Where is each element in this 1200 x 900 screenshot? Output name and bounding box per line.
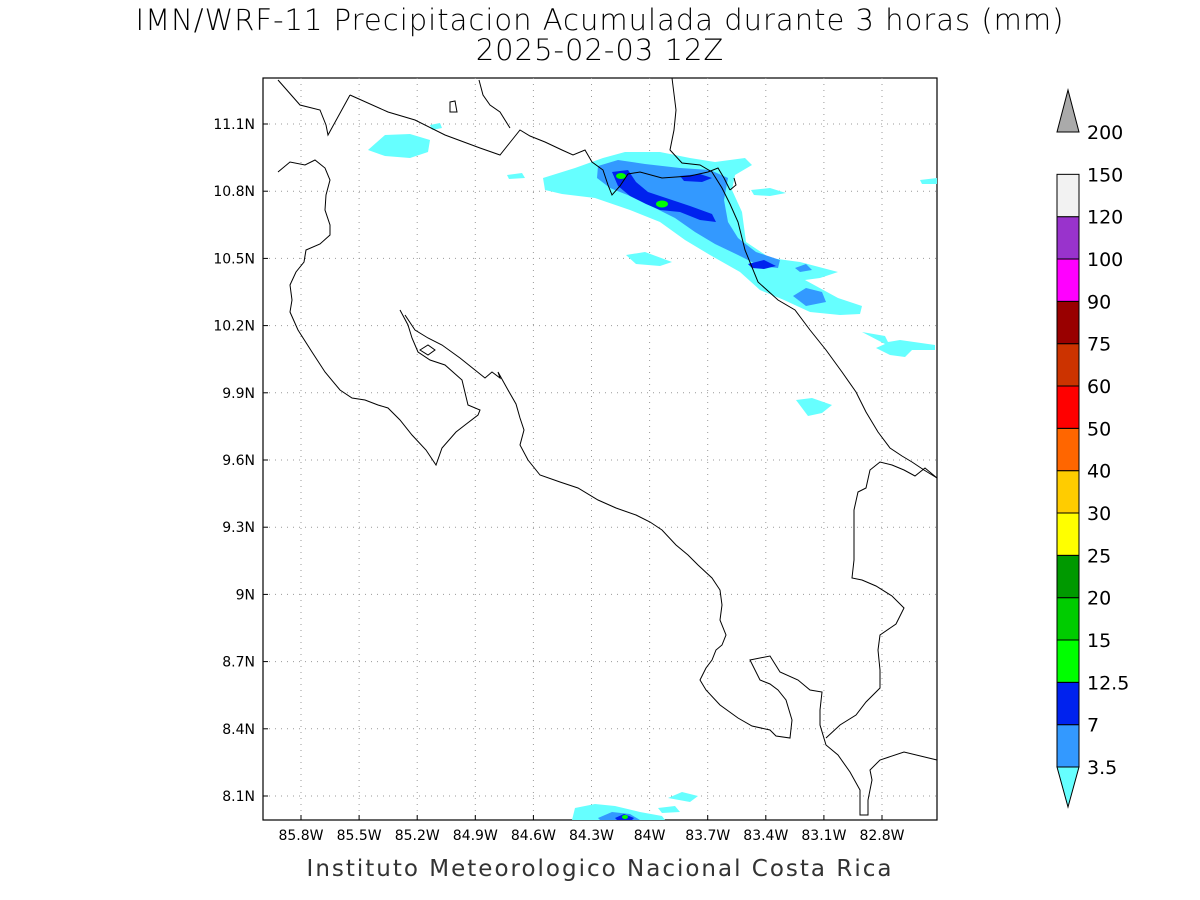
lon-tick-label: 84.6W bbox=[511, 828, 556, 844]
lat-tick-label: 8.4N bbox=[222, 722, 255, 738]
precip-area-light bbox=[796, 398, 832, 416]
footer-credit: Instituto Meteorologico Nacional Costa R… bbox=[307, 856, 894, 882]
lon-tick-label: 84.3W bbox=[569, 828, 614, 844]
color-bar-swatch bbox=[1056, 216, 1080, 260]
lon-tick-label: 83.1W bbox=[801, 828, 846, 844]
color-bar-label: 90 bbox=[1087, 291, 1111, 313]
nicaragua-coast bbox=[478, 79, 511, 129]
color-bar-swatch bbox=[1056, 724, 1080, 768]
island bbox=[449, 100, 458, 113]
color-bar-label: 20 bbox=[1087, 588, 1111, 610]
color-bar-label: 40 bbox=[1087, 461, 1111, 483]
precip-area-light bbox=[368, 134, 430, 158]
map-title: IMN/WRF-11 Precipitacion Acumulada duran… bbox=[135, 3, 1065, 37]
lat-tick-label: 10.5N bbox=[213, 251, 255, 267]
precip-area-heavy bbox=[612, 170, 716, 222]
color-bar-upper-arrow bbox=[1056, 88, 1080, 133]
lon-tick-label: 85.2W bbox=[395, 828, 440, 844]
precip-area-light bbox=[751, 188, 786, 196]
color-bar-label: 50 bbox=[1087, 418, 1111, 440]
lat-tick-label: 9.6N bbox=[222, 453, 255, 469]
caribbean-coast bbox=[729, 177, 737, 191]
color-bar: 3.5 7 12.5 15 20 25 30 40 50 60 75 90 100 120 150 200 bbox=[1056, 88, 1129, 809]
color-bar-lower-arrow bbox=[1056, 766, 1080, 809]
precip-area-light bbox=[668, 792, 698, 802]
color-bar-label: 150 bbox=[1087, 164, 1123, 186]
longitude-ticks: 85.8W 85.5W 85.2W 84.9W 84.6W 84.3W 84W 83.7W 83… bbox=[278, 815, 905, 844]
color-bar-label: 120 bbox=[1087, 207, 1123, 229]
color-bar-label: 3.5 bbox=[1087, 757, 1117, 779]
precipitation-layer bbox=[368, 123, 937, 820]
color-bar-swatch bbox=[1056, 258, 1080, 302]
nicaragua-coast bbox=[277, 79, 351, 137]
lon-tick-label: 84W bbox=[634, 828, 666, 844]
panama-border bbox=[825, 461, 938, 739]
precip-area-light bbox=[862, 332, 935, 357]
color-bar-swatch bbox=[1056, 173, 1080, 218]
lat-tick-label: 8.1N bbox=[222, 789, 255, 805]
lat-tick-label: 11.1N bbox=[213, 117, 255, 133]
lon-tick-label: 85.8W bbox=[278, 828, 323, 844]
latitude-ticks: 11.1N 10.8N 10.5N 10.2N 9.9N 9.6N 9.3N 9N 8.7N 8.… bbox=[213, 117, 268, 805]
lon-tick-label: 83.7W bbox=[685, 828, 730, 844]
color-bar-label: 60 bbox=[1087, 376, 1111, 398]
color-bar-label: 7 bbox=[1087, 715, 1099, 737]
precip-area-light bbox=[572, 804, 665, 820]
color-bar-label: 200 bbox=[1087, 122, 1123, 144]
color-bar-label: 30 bbox=[1087, 503, 1111, 525]
precip-area-light bbox=[507, 173, 525, 179]
color-bar-swatch bbox=[1056, 343, 1080, 387]
lon-tick-label: 84.9W bbox=[453, 828, 498, 844]
lon-tick-label: 85.5W bbox=[337, 828, 382, 844]
map-frame bbox=[262, 77, 938, 821]
precip-peak bbox=[616, 173, 626, 179]
color-bar-swatch bbox=[1056, 470, 1080, 514]
gulf-island bbox=[419, 344, 436, 356]
color-bar-label: 25 bbox=[1087, 545, 1111, 567]
nicaragua-border bbox=[349, 94, 731, 196]
precip-area-light bbox=[658, 806, 680, 813]
precip-area-light bbox=[920, 178, 937, 184]
color-bar-swatch bbox=[1056, 512, 1080, 556]
color-bar-label: 12.5 bbox=[1087, 672, 1129, 694]
lat-tick-label: 8.7N bbox=[222, 655, 255, 671]
map-subtitle: 2025-02-03 12Z bbox=[475, 33, 725, 67]
lon-tick-label: 82.8W bbox=[859, 828, 904, 844]
color-bar-swatch bbox=[1056, 554, 1080, 599]
lat-tick-label: 10.8N bbox=[213, 184, 255, 200]
precip-area-light bbox=[626, 252, 672, 266]
color-bar-label: 15 bbox=[1087, 630, 1111, 652]
color-bar-label: 100 bbox=[1087, 249, 1123, 271]
color-bar-label: 75 bbox=[1087, 334, 1111, 356]
lat-tick-label: 9N bbox=[236, 587, 255, 603]
precip-area-light bbox=[430, 123, 442, 130]
precip-area-medium bbox=[793, 288, 826, 306]
map-grid bbox=[263, 78, 937, 820]
color-bar-swatch bbox=[1056, 681, 1080, 726]
pacific-coast bbox=[277, 159, 481, 467]
lat-tick-label: 10.2N bbox=[213, 319, 255, 335]
precip-peak bbox=[622, 815, 628, 819]
caribbean-coast bbox=[669, 77, 938, 479]
color-bar-swatch bbox=[1056, 385, 1080, 429]
precip-area-medium bbox=[795, 264, 812, 272]
color-bar-swatch bbox=[1056, 639, 1080, 683]
precip-area-heavy bbox=[748, 260, 776, 269]
color-bar-swatch bbox=[1056, 300, 1080, 345]
lat-tick-label: 9.9N bbox=[222, 386, 255, 402]
color-bar-swatch bbox=[1056, 427, 1080, 472]
lon-tick-label: 83.4W bbox=[743, 828, 788, 844]
coastline-layer bbox=[277, 77, 938, 816]
precip-peak bbox=[656, 200, 668, 208]
lat-tick-label: 9.3N bbox=[222, 520, 255, 536]
color-bar-swatch bbox=[1056, 597, 1080, 641]
gulf-coast bbox=[404, 314, 938, 816]
